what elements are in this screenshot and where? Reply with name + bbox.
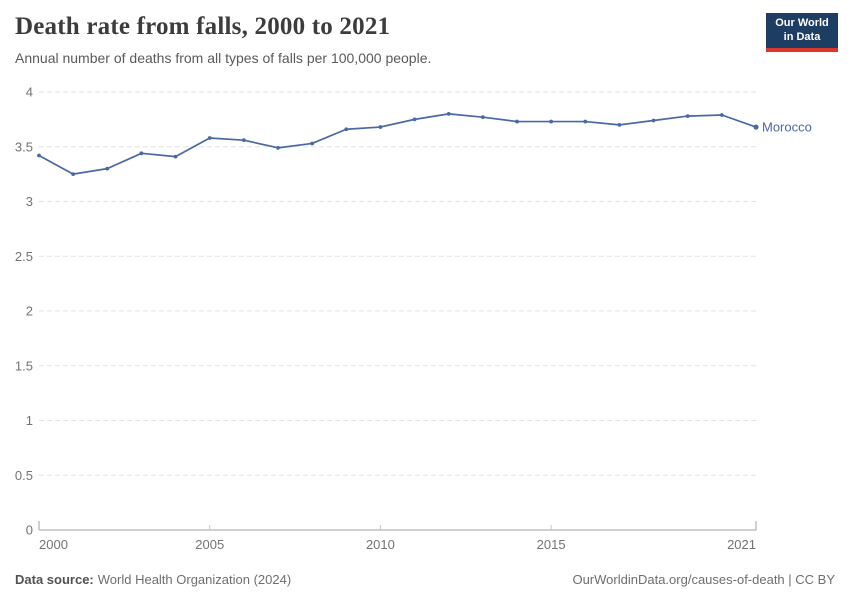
series-line — [38, 113, 757, 175]
chart-subtitle: Annual number of deaths from all types o… — [15, 50, 432, 66]
y-tick-label: 1.5 — [15, 358, 33, 373]
series-end-label: Morocco — [762, 120, 812, 135]
x-tick-label: 2015 — [537, 537, 566, 552]
data-point — [753, 124, 759, 130]
data-source-label: Data source: — [15, 572, 94, 587]
page-title: Death rate from falls, 2000 to 2021 — [15, 13, 391, 40]
y-tick-label: 2.5 — [15, 249, 33, 264]
x-axis: 2000 2005 2010 2015 2021 — [38, 521, 757, 552]
owid-logo-line1: Our World — [775, 16, 829, 29]
y-tick-label: 4 — [26, 85, 33, 100]
data-point — [617, 122, 622, 127]
y-tick-label: 0.5 — [15, 468, 33, 483]
data-point — [446, 112, 451, 116]
data-point — [310, 141, 315, 146]
chart-header: Death rate from falls, 2000 to 2021 Annu… — [15, 12, 750, 67]
data-point — [651, 118, 656, 123]
data-source-value: World Health Organization (2024) — [97, 572, 292, 587]
data-point — [378, 125, 383, 129]
y-tick-label: 2 — [26, 304, 33, 319]
x-tick-label: 2000 — [39, 537, 68, 552]
y-tick-label: 1 — [26, 413, 33, 428]
y-tick-label: 3 — [26, 194, 33, 209]
y-tick-label: 0 — [26, 523, 33, 538]
series-morocco: Morocco — [37, 112, 812, 177]
data-point — [71, 172, 76, 177]
data-point — [515, 119, 519, 124]
data-point — [37, 153, 41, 158]
data-point — [480, 115, 485, 120]
chart-footer: Data source: World Health Organization (2… — [15, 572, 835, 587]
credit-link[interactable]: OurWorldinData.org/causes-of-death | CC … — [572, 572, 835, 587]
data-point — [412, 117, 417, 122]
x-tick-label: 2010 — [366, 537, 395, 552]
y-tick-label: 3.5 — [15, 139, 33, 154]
data-point — [241, 138, 246, 143]
data-point — [173, 154, 178, 159]
owid-logo[interactable]: Our World in Data — [766, 13, 838, 52]
owid-logo-line2: in Data — [783, 30, 821, 43]
data-point — [549, 119, 554, 124]
data-point — [719, 113, 724, 117]
gridlines: 0 0.5 1 1.5 2 2.5 3 3.5 4 — [15, 85, 756, 538]
data-point — [344, 127, 349, 132]
x-tick-label: 2005 — [195, 537, 224, 552]
data-point — [685, 114, 690, 118]
data-point — [105, 166, 110, 171]
x-tick-label: 2021 — [727, 537, 756, 552]
data-point — [583, 119, 588, 124]
data-point — [276, 145, 280, 150]
data-point — [139, 151, 144, 156]
data-source: Data source: World Health Organization (2… — [15, 572, 291, 587]
data-point — [207, 136, 212, 140]
